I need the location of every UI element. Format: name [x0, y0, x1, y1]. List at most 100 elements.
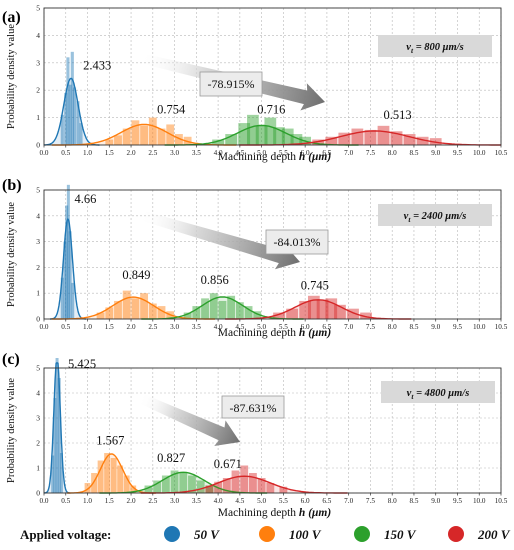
x-axis-label: Machining depth h (μm)	[218, 151, 332, 163]
peak-density-label: 0.856	[201, 273, 229, 287]
x-tick-label: 9.5	[453, 323, 462, 331]
peak-density-label: 1.567	[96, 433, 124, 447]
x-axis-label: Machining depth h (μm)	[218, 507, 332, 519]
y-tick-label: 3	[36, 58, 40, 67]
x-tick-label: 0.5	[61, 149, 70, 157]
legend-marker	[259, 526, 275, 542]
x-tick-label: 1.5	[105, 497, 114, 505]
legend-label: 100 V	[289, 527, 322, 542]
y-tick-label: 1	[36, 289, 40, 298]
y-tick-label: 4	[36, 211, 40, 220]
y-tick-label: 1	[36, 113, 40, 122]
legend-label: 200 V	[477, 527, 511, 542]
y-tick-label: 0	[36, 141, 40, 150]
x-tick-label: 5.0	[257, 497, 266, 505]
x-tick-label: 5.5	[279, 497, 288, 505]
peak-density-label: 2.433	[83, 59, 111, 73]
y-axis-label: Probability density value	[6, 202, 17, 307]
x-tick-label: 3.0	[170, 149, 179, 157]
peak-density-label: 0.745	[301, 278, 329, 292]
x-tick-label: 10.5	[495, 497, 508, 505]
y-tick-label: 2	[36, 86, 40, 95]
x-tick-label: 3.5	[192, 149, 201, 157]
x-tick-label: 9.5	[453, 149, 462, 157]
x-tick-label: 7.0	[344, 497, 353, 505]
panel-label: (b)	[2, 177, 22, 194]
x-axis-label: Machining depth h (μm)	[218, 327, 332, 339]
reduction-label: -84.013%	[274, 235, 321, 249]
x-tick-label: 10.5	[495, 149, 508, 157]
x-tick-label: 6.0	[301, 497, 310, 505]
x-tick-label: 8.5	[409, 497, 418, 505]
peak-density-label: 4.66	[74, 192, 96, 206]
x-tick-label: 3.5	[192, 323, 201, 331]
x-tick-label: 0.0	[40, 323, 49, 331]
x-tick-label: 0.5	[61, 323, 70, 331]
legend-label: 150 V	[384, 527, 417, 542]
x-tick-label: 8.0	[388, 497, 397, 505]
x-tick-label: 10.0	[473, 149, 486, 157]
y-tick-label: 5	[36, 186, 40, 195]
x-tick-label: 9.0	[431, 497, 440, 505]
x-tick-label: 8.0	[388, 323, 397, 331]
x-tick-label: 7.5	[366, 497, 375, 505]
x-tick-label: 1.0	[83, 323, 92, 331]
x-tick-label: 10.0	[473, 323, 486, 331]
y-tick-label: 3	[36, 414, 40, 423]
x-tick-label: 0.5	[61, 497, 70, 505]
x-tick-label: 10.0	[473, 497, 486, 505]
x-tick-label: 0.0	[40, 149, 49, 157]
legend-marker	[354, 526, 370, 542]
y-tick-label: 3	[36, 237, 40, 246]
peak-density-label: 5.425	[68, 357, 96, 371]
x-tick-label: 7.0	[344, 323, 353, 331]
x-tick-label: 8.5	[409, 323, 418, 331]
x-tick-label: 9.0	[431, 323, 440, 331]
panel-label: (a)	[2, 9, 21, 26]
x-tick-label: 0.0	[40, 497, 49, 505]
x-tick-label: 1.0	[83, 497, 92, 505]
y-axis-label: Probability density value	[6, 24, 17, 129]
x-tick-label: 3.5	[192, 497, 201, 505]
reduction-label: -87.631%	[230, 401, 277, 415]
y-tick-label: 0	[36, 489, 40, 498]
y-tick-label: 1	[36, 464, 40, 473]
y-tick-label: 0	[36, 315, 40, 324]
x-tick-label: 2.5	[148, 149, 157, 157]
y-axis-label: Probability density value	[6, 378, 17, 483]
y-tick-label: 5	[36, 4, 40, 13]
legend-label: 50 V	[194, 527, 220, 542]
y-tick-label: 2	[36, 439, 40, 448]
x-tick-label: 2.0	[127, 149, 136, 157]
peak-density-label: 0.671	[214, 457, 242, 471]
panel-3: 0.0 0.5 1.0 1.5 2.0 2.5 3.0 3.5 4.0 4.5 5.0 5.5 6.0 6…	[2, 351, 508, 519]
x-tick-label: 2.0	[127, 323, 136, 331]
x-tick-label: 7.5	[366, 149, 375, 157]
x-tick-label: 3.0	[170, 497, 179, 505]
peak-density-label: 0.513	[383, 108, 411, 122]
x-tick-label: 1.5	[105, 149, 114, 157]
x-tick-label: 9.5	[453, 497, 462, 505]
x-tick-label: 8.5	[409, 149, 418, 157]
x-tick-label: 1.5	[105, 323, 114, 331]
peak-density-label: 0.754	[157, 102, 186, 116]
x-tick-label: 8.0	[388, 149, 397, 157]
x-tick-label: 7.5	[366, 323, 375, 331]
x-tick-label: 4.0	[214, 497, 223, 505]
y-tick-label: 4	[36, 389, 40, 398]
peak-density-label: 0.716	[257, 102, 285, 116]
legend-marker	[164, 526, 180, 542]
y-tick-label: 2	[36, 263, 40, 272]
x-tick-label: 2.0	[127, 497, 136, 505]
x-tick-label: 1.0	[83, 149, 92, 157]
x-tick-label: 7.0	[344, 149, 353, 157]
y-tick-label: 5	[36, 364, 40, 373]
panel-label: (c)	[2, 351, 20, 368]
panel-2: 0.0 0.5 1.0 1.5 2.0 2.5 3.0 3.5 4.0 4.5 5.0 5.5 6.0 6…	[2, 177, 508, 339]
x-tick-label: 2.5	[148, 323, 157, 331]
y-tick-label: 4	[36, 31, 40, 40]
panel-1: 0.0 0.5 1.0 1.5 2.0 2.5 3.0 3.5 4.0 4.5 5.0 5.5 6.0 6…	[2, 4, 508, 164]
x-tick-label: 2.5	[148, 497, 157, 505]
x-tick-label: 9.0	[431, 149, 440, 157]
